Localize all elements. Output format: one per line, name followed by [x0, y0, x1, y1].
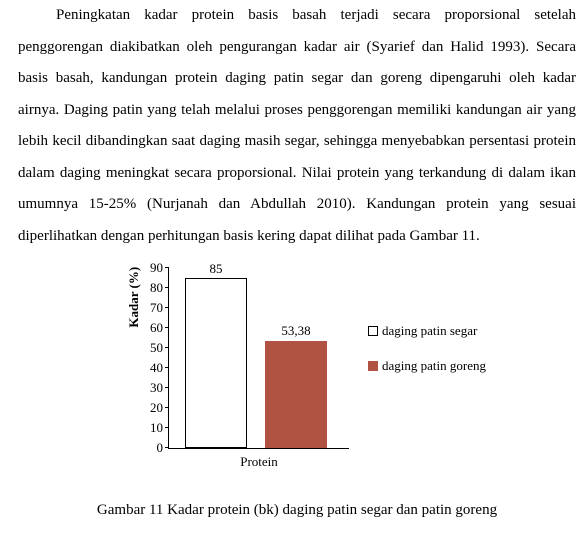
- y-tick-label: 90: [150, 260, 169, 276]
- bar-segar: 85: [185, 278, 247, 448]
- y-tick-label: 80: [150, 280, 169, 296]
- figure-caption: Gambar 11 Kadar protein (bk) daging pati…: [18, 502, 576, 519]
- legend-swatch-segar: [368, 326, 378, 336]
- x-category-label: Protein: [169, 448, 349, 470]
- y-tick-label: 60: [150, 320, 169, 336]
- y-axis-title: Kadar (%): [126, 267, 142, 328]
- body-paragraph: Peningkatan kadar protein basis basah te…: [18, 0, 576, 252]
- y-tick-label: 70: [150, 300, 169, 316]
- bar-label-segar: 85: [210, 261, 223, 279]
- y-tick-label: 10: [150, 420, 169, 436]
- y-tick-label: 0: [157, 440, 170, 456]
- page: Hak cipta milik IPB (Institut Pertanian …: [0, 0, 586, 519]
- legend-label-segar: daging patin segar: [382, 323, 477, 340]
- bar-label-goreng: 53,38: [281, 323, 310, 341]
- y-tick-label: 40: [150, 360, 169, 376]
- legend-item-segar: daging patin segar: [368, 323, 486, 340]
- legend-swatch-goreng: [368, 361, 378, 371]
- plot-area: Protein 01020304050607080908553,38: [168, 268, 349, 449]
- legend-label-goreng: daging patin goreng: [382, 358, 486, 375]
- bar-goreng: 53,38: [265, 341, 327, 448]
- y-tick-label: 30: [150, 380, 169, 396]
- y-tick-label: 50: [150, 340, 169, 356]
- legend: daging patin segar daging patin goreng: [368, 323, 486, 393]
- protein-chart: Kadar (%) Protein 0102030405060708090855…: [88, 258, 508, 488]
- y-tick-label: 20: [150, 400, 169, 416]
- legend-item-goreng: daging patin goreng: [368, 358, 486, 375]
